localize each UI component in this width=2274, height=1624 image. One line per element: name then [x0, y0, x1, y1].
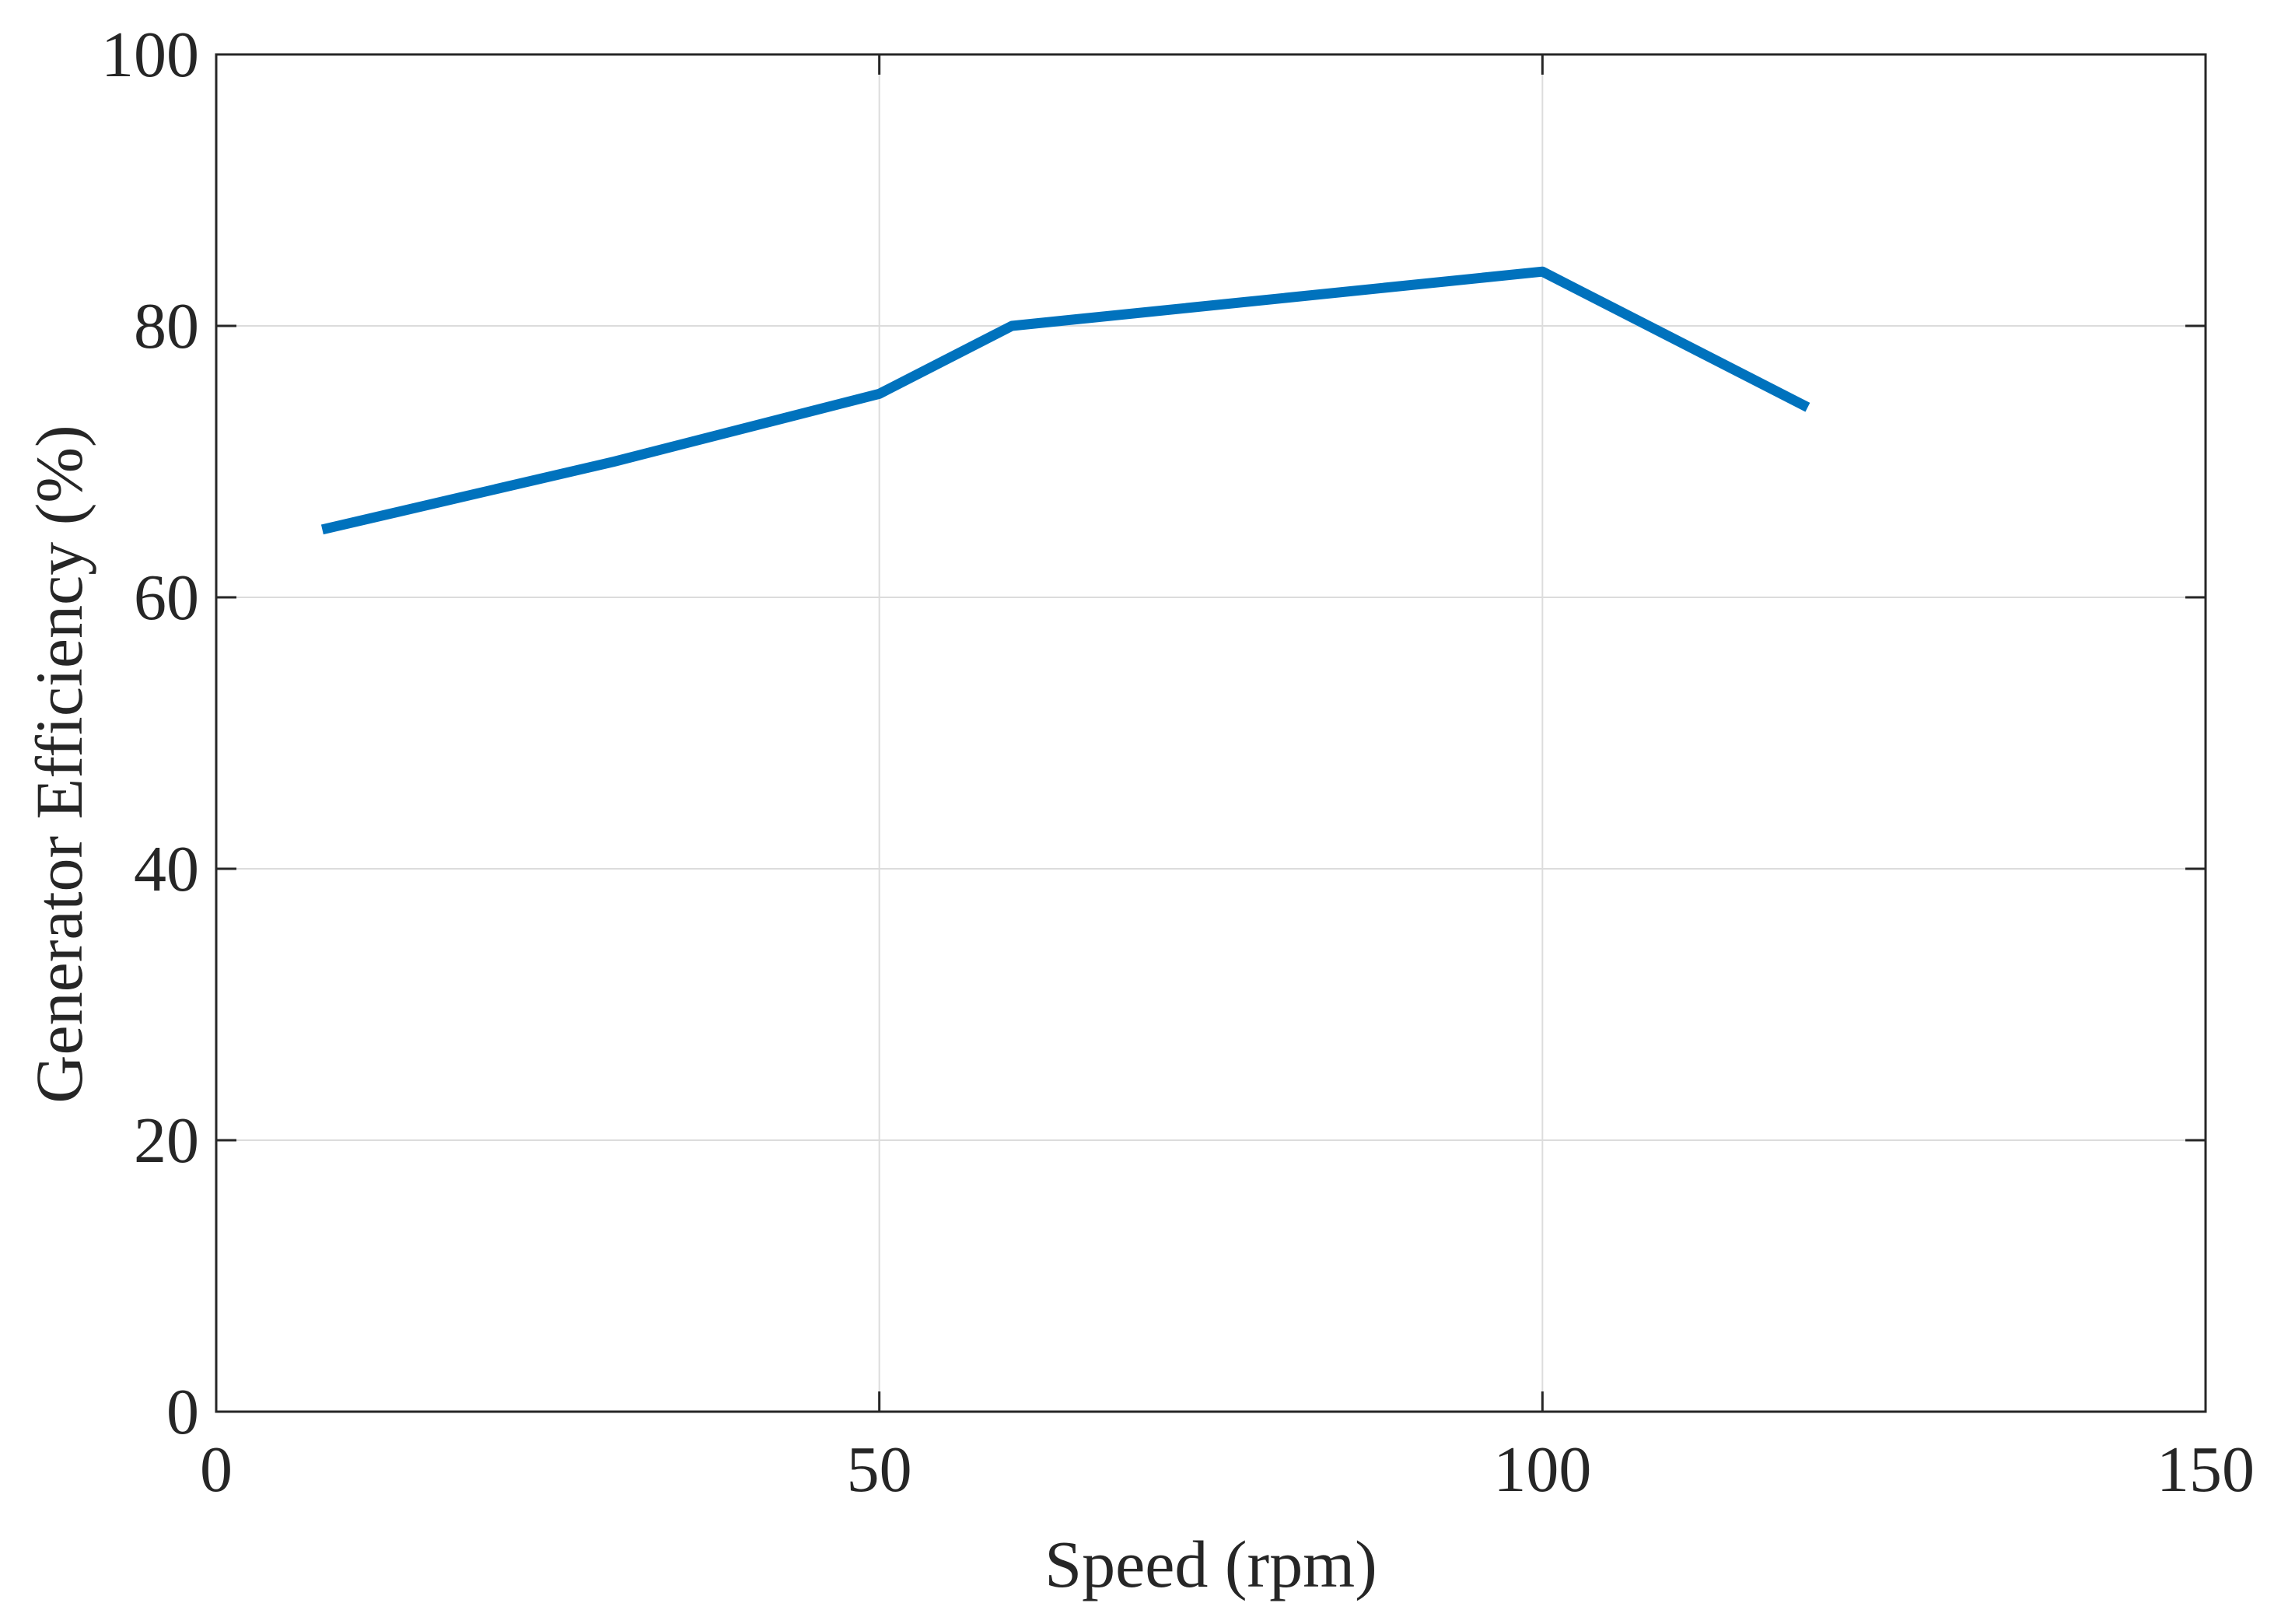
plot-area [216, 54, 2206, 1412]
y-tick-label: 80 [134, 290, 199, 362]
x-axis-label: Speed (rpm) [1044, 1527, 1377, 1601]
ticks [215, 53, 2207, 1413]
series-layer [320, 266, 1810, 535]
axes-box [215, 53, 2207, 1413]
x-tick-labels: 0 50 100 150 [200, 1433, 2255, 1506]
y-tick-label: 100 [101, 19, 199, 91]
x-tick-label: 100 [1493, 1433, 1591, 1506]
y-tick-label: 20 [134, 1104, 199, 1177]
y-axis-label: Generator Efficiency (%) [22, 425, 96, 1103]
y-tick-label: 0 [166, 1376, 199, 1448]
grid-lines [216, 54, 2206, 1412]
y-tick-label: 40 [134, 833, 199, 905]
y-tick-labels: 0 20 40 60 80 100 [101, 19, 199, 1448]
x-tick-label: 50 [847, 1433, 912, 1506]
x-tick-label: 0 [200, 1433, 233, 1506]
x-tick-label: 150 [2157, 1433, 2255, 1506]
y-tick-label: 60 [134, 562, 199, 634]
series-line-0 [320, 266, 1810, 535]
